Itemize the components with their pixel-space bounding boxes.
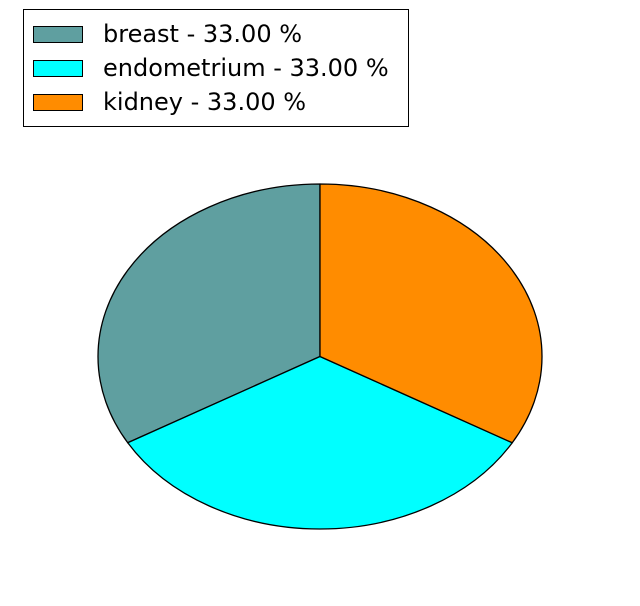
legend-item-endometrium: endometrium - 33.00 % — [33, 51, 392, 85]
legend-item-breast: breast - 33.00 % — [33, 17, 392, 51]
legend-swatch-kidney — [33, 93, 83, 111]
legend-item-kidney: kidney - 33.00 % — [33, 85, 392, 119]
pie-slice-breast — [97, 183, 321, 444]
legend-swatch-endometrium — [33, 59, 83, 77]
legend-label-endometrium: endometrium - 33.00 % — [103, 54, 389, 82]
legend-label-kidney: kidney - 33.00 % — [103, 88, 307, 116]
legend-label-breast: breast - 33.00 % — [103, 20, 303, 48]
legend-swatch-breast — [33, 25, 83, 43]
legend: breast - 33.00 % endometrium - 33.00 % k… — [23, 9, 409, 127]
pie-slice-kidney — [319, 183, 543, 444]
